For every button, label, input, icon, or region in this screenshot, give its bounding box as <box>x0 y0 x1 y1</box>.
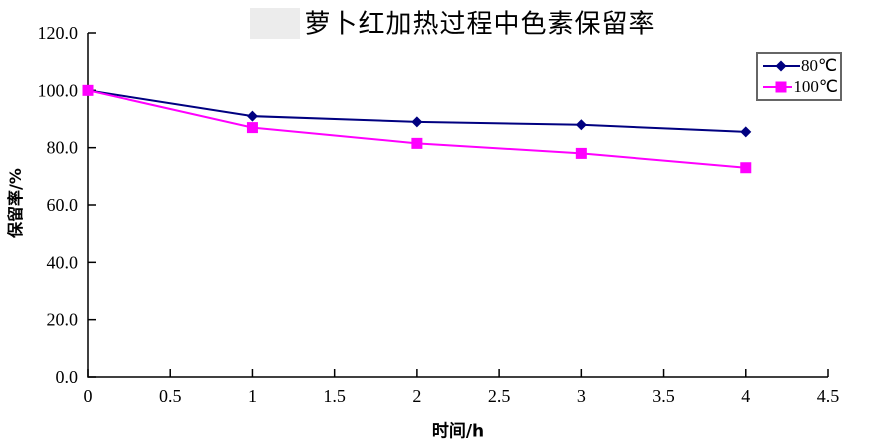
x-tick-label: 0 <box>84 386 93 406</box>
chart-title: 萝卜红加热过程中色素保留率 <box>304 9 656 40</box>
legend-item-0: 80℃ <box>763 56 838 76</box>
x-tick-label: 0.5 <box>159 386 182 406</box>
series-1-point-0-square-marker <box>82 84 94 96</box>
legend-0-diamond-marker <box>775 60 787 72</box>
y-tick-label: 100.0 <box>38 80 79 100</box>
legend-label: 80℃ <box>801 56 838 76</box>
legend-1-square-marker <box>775 81 787 93</box>
series-0-point-3-diamond-marker <box>575 119 587 131</box>
x-tick-label: 4 <box>741 386 750 406</box>
x-tick-label: 4.5 <box>817 386 840 406</box>
series-1-point-3-square-marker <box>575 147 587 159</box>
x-tick-label: 1 <box>248 386 257 406</box>
series-1-point-2-square-marker <box>411 137 423 149</box>
x-tick-label: 3 <box>577 386 586 406</box>
y-tick-label: 0.0 <box>56 367 79 387</box>
y-tick-label: 80.0 <box>47 138 79 158</box>
series-1-point-1-square-marker <box>246 122 258 134</box>
x-axis-label: 时间/h <box>431 421 485 442</box>
series-0-point-4-diamond-marker <box>740 126 752 138</box>
axis-lines <box>87 33 828 378</box>
x-tick-label: 2 <box>412 386 421 406</box>
series-0-point-1-diamond-marker <box>246 110 258 122</box>
x-tick-label: 3.5 <box>652 386 675 406</box>
y-tick-label: 20.0 <box>47 310 79 330</box>
series-1-point-4-square-marker <box>740 162 752 174</box>
y-axis-label: 保留率/% <box>6 168 25 238</box>
series-1-line <box>87 89 746 169</box>
legend-diamond-marker-icon <box>763 60 800 72</box>
y-tick-label: 40.0 <box>47 252 79 272</box>
legend: 80℃ 100℃ <box>756 52 842 101</box>
y-tick-label: 120.0 <box>38 23 79 43</box>
legend-item-1: 100℃ <box>763 76 838 96</box>
y-tick-label: 60.0 <box>47 195 79 215</box>
x-tick-label: 1.5 <box>323 386 346 406</box>
legend-label: 100℃ <box>793 76 838 96</box>
series-0-point-2-diamond-marker <box>411 116 423 128</box>
x-tick-label: 2.5 <box>488 386 511 406</box>
title-highlight-artifact <box>250 8 300 39</box>
legend-square-marker-icon <box>763 81 793 93</box>
